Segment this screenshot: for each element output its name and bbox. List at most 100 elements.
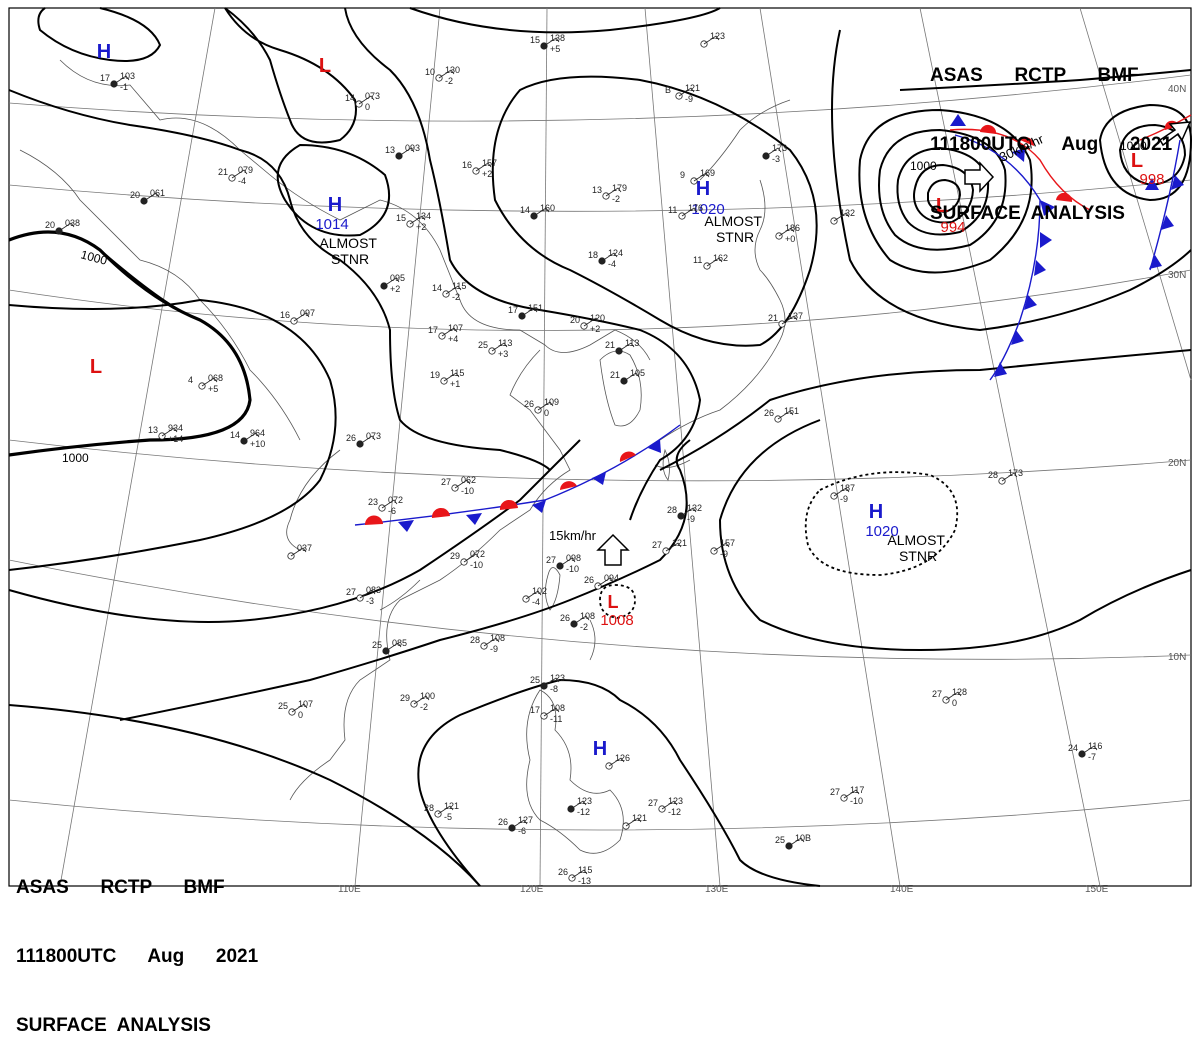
station-plot: 27 098-10 [546,553,581,574]
station-plot: 28 173 [988,468,1023,485]
wind-barb [290,547,307,557]
station-tendency: -3 [366,596,374,606]
station-tendency: -4 [532,597,540,607]
center-pressure: 1020 [691,201,724,218]
station-plot: 25 10B [775,833,811,850]
station-pressure: 138 [550,33,565,43]
station-pressure: 187 [840,483,855,493]
isobar [831,29,1192,332]
station-plot: 14 115-2 [432,281,466,302]
wind-barb [143,192,160,202]
station-pressure: 072 [470,549,485,559]
header-line: SURFACE ANALYSIS [930,203,1125,224]
station-plot: 27 117-10 [830,785,864,806]
station-tendency: +0 [785,234,795,244]
wind-barb [703,35,720,45]
station-plot: 13 093 [385,143,420,160]
station-plot: 28 132-9 [667,503,702,524]
wind-barb [475,162,492,172]
motion-arrows [596,121,1192,566]
isobar-label: 1000 [62,451,89,465]
station-temp: 11 [693,255,702,265]
station-temp: 28 [988,470,998,480]
station-tendency: -2 [420,702,428,712]
lon-label: 120E [520,884,544,895]
station-pressure: 085 [392,638,407,648]
station-pressure: 120 [590,313,605,323]
station-temp: 25 [478,340,488,350]
station-plot: 187-9 [830,483,855,504]
wind-barb [445,285,462,295]
station-temp: 26 [524,399,534,409]
isobar [119,439,691,721]
station-pressure: 123 [577,796,592,806]
station-tendency: +1 [450,379,460,389]
station-temp: 18 [588,250,598,260]
station-temp: 14 [345,93,355,103]
station-pressure: 132 [840,208,855,218]
station-plot: 4 068+5 [188,373,223,394]
station-plot: 27 121 [652,538,687,555]
station-tendency: -12 [577,807,590,817]
station-pressure: 108 [550,703,565,713]
station-plot: 15 134+2 [396,211,431,232]
station-tendency: +14 [168,434,183,444]
station-plot: 18 124-4 [588,248,623,269]
station-temp: 16 [280,310,290,320]
station-pressure: 094 [604,573,619,583]
station-temp: B [665,85,671,95]
motion-label: 15km/hr [549,528,597,543]
grid-labels: 110E 120E 130E 140E 150E 40N 30N 20N 10N [338,84,1186,895]
station-plot: 13 179-2 [592,183,627,204]
wind-barb [201,377,218,387]
note-line: STNR [899,548,937,564]
station-plot: 157-9 [710,538,735,559]
lat-label: 40N [1168,84,1186,95]
station-temp: 15 [530,35,540,45]
station-temp: 27 [546,555,556,565]
station-temp: 10 [425,67,435,77]
station-tendency: +5 [208,384,218,394]
station-plot: 17 107+4 [428,323,463,344]
wind-barb [358,95,375,105]
wind-barb [788,837,805,847]
note-line: STNR [716,229,754,245]
station-tendency: -7 [1088,752,1096,762]
isobar [718,419,1192,652]
wind-barb [605,187,622,197]
isobar [899,69,1192,91]
station-temp: 25 [372,640,382,650]
station-pressure: 934 [168,423,183,433]
station-tendency: 0 [952,698,957,708]
wind-barb [243,432,260,442]
station-temp: 14 [230,430,240,440]
station-temp: 26 [558,867,568,877]
station-tendency: -6 [388,506,396,516]
station-pressure: 151 [784,406,799,416]
station-tendency: -5 [444,812,452,822]
station-plot: 21 079-4 [218,165,253,186]
station-plot: 11 162 [693,253,728,270]
isobar [878,128,1007,251]
station-pressure: 108 [580,611,595,621]
wind-barb [661,800,678,810]
wind-barb [681,207,698,217]
station-plot: 102-4 [522,586,547,607]
isobar-label: 1000 [910,159,937,173]
isobar [409,7,721,34]
station-tendency: -2 [445,76,453,86]
station-plot: 20 120+2 [570,313,605,334]
center-letter: L [90,356,102,378]
wind-barb [291,703,308,713]
station-plot: 14 964+10 [230,428,265,449]
wind-barb [58,222,75,232]
surface-analysis-map: H L H H L L L H L H 1014 1020 994 998 10… [8,7,1193,895]
isobar [491,75,818,347]
wind-barb [608,757,625,767]
station-pressure: 157 [482,158,497,168]
wind-barb [113,75,130,85]
station-temp: 27 [441,477,451,487]
wind-barb [765,147,782,157]
station-pressure: 107 [448,323,463,333]
